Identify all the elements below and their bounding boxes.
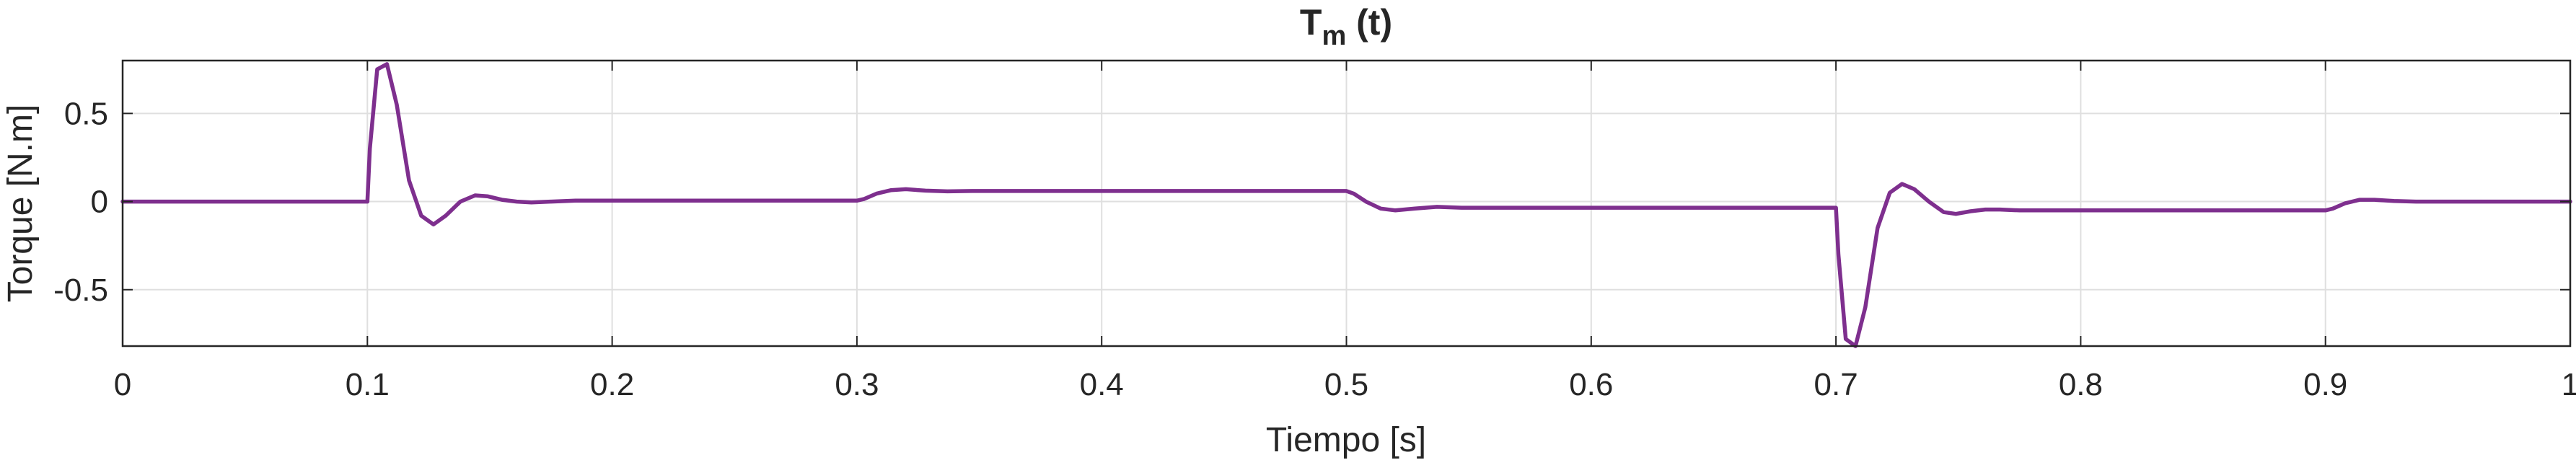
y-axis-label: Torque [N.m] bbox=[1, 105, 40, 303]
y-tick-label: 0.5 bbox=[64, 96, 108, 131]
x-axis-label: Tiempo [s] bbox=[1266, 421, 1426, 459]
x-tick-label: 0.2 bbox=[590, 367, 634, 402]
chart-title: Tm (t) bbox=[1300, 2, 1392, 51]
x-tick-label: 0.7 bbox=[1814, 367, 1858, 402]
y-tick-label: 0 bbox=[91, 185, 108, 220]
chart-title-subscript: m bbox=[1322, 21, 1346, 51]
x-tick-label: 0.8 bbox=[2059, 367, 2103, 402]
chart-title-suffix: (t) bbox=[1346, 2, 1392, 43]
tick-labels: 0 0.1 0.2 0.3 0.4 0.5 0.6 0.7 0.8 0.9 1 0.5 0 -0.5 bbox=[53, 96, 2576, 402]
chart-title-base: T bbox=[1300, 2, 1322, 43]
x-tick-label: 0 bbox=[114, 367, 131, 402]
series-layer bbox=[120, 62, 2572, 348]
x-tick-label: 0.1 bbox=[346, 367, 390, 402]
x-tick-label: 0.4 bbox=[1080, 367, 1124, 402]
x-tick-label: 0.3 bbox=[835, 367, 879, 402]
x-tick-label: 0.9 bbox=[2303, 367, 2347, 402]
y-tick-label: -0.5 bbox=[53, 273, 108, 308]
tick-marks bbox=[122, 61, 2571, 346]
x-tick-label: 0.5 bbox=[1324, 367, 1368, 402]
x-tick-label: 0.6 bbox=[1569, 367, 1613, 402]
x-tick-label: 1 bbox=[2562, 367, 2576, 402]
series-line-torque bbox=[120, 62, 2572, 348]
